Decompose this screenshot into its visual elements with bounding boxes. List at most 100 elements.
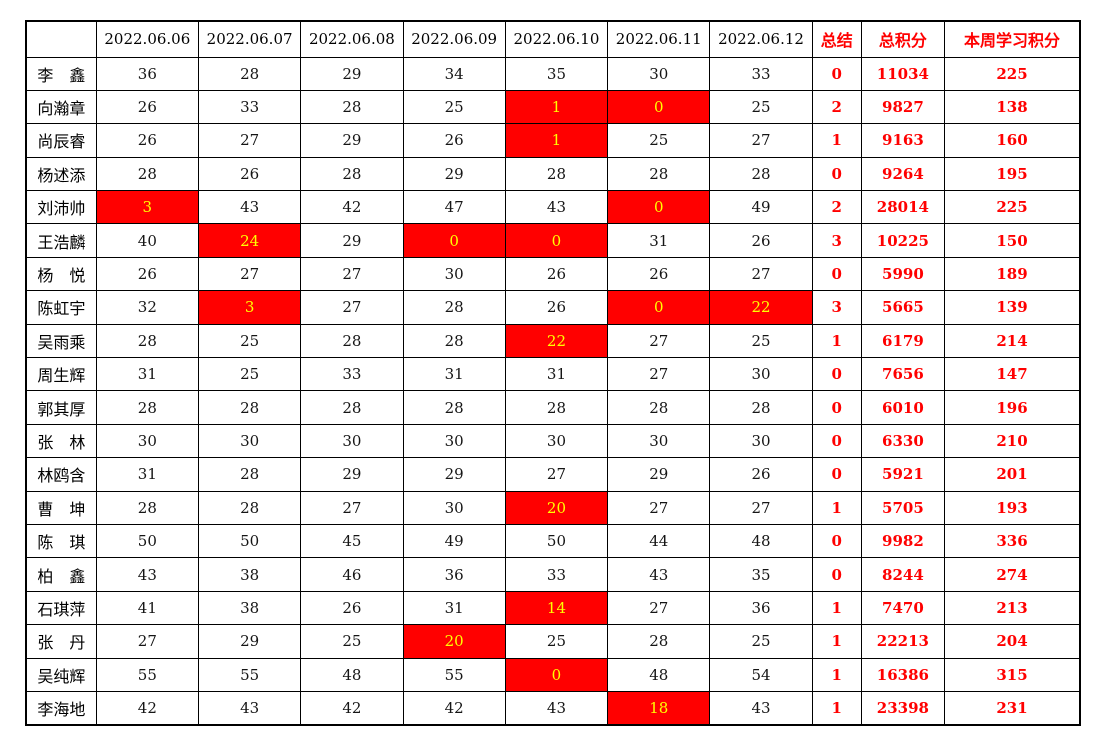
score-cell[interactable]: 54: [709, 657, 813, 692]
score-cell[interactable]: 28: [402, 290, 506, 325]
score-cell[interactable]: 27: [300, 290, 404, 325]
accent-column-header[interactable]: 本周学习积分: [944, 20, 1081, 58]
student-name-cell[interactable]: 刘沛帅: [25, 190, 97, 225]
score-cell[interactable]: 48: [709, 523, 813, 559]
score-cell[interactable]: 28: [607, 156, 711, 192]
total-points-cell[interactable]: 22213: [860, 624, 946, 659]
student-name-cell[interactable]: 曹 坤: [25, 490, 97, 525]
score-cell[interactable]: 28: [300, 323, 404, 359]
score-cell[interactable]: 33: [709, 56, 813, 91]
score-cell[interactable]: 30: [300, 423, 404, 459]
score-cell[interactable]: 28: [95, 323, 199, 359]
score-cell[interactable]: 27: [95, 624, 199, 659]
score-cell[interactable]: 49: [709, 190, 813, 225]
score-cell[interactable]: 27: [709, 123, 813, 158]
score-cell[interactable]: 28: [607, 390, 711, 425]
total-points-cell[interactable]: 7656: [860, 357, 946, 392]
week-points-cell[interactable]: 214: [944, 323, 1081, 359]
total-points-cell[interactable]: 28014: [860, 190, 946, 225]
score-cell[interactable]: 45: [300, 523, 404, 559]
score-cell[interactable]: 27: [197, 123, 302, 158]
score-cell[interactable]: 27: [300, 490, 404, 525]
score-cell[interactable]: 26: [95, 123, 199, 158]
score-cell[interactable]: 36: [709, 590, 813, 626]
highlighted-score-cell[interactable]: 20: [402, 624, 506, 659]
score-cell[interactable]: 49: [402, 523, 506, 559]
highlighted-score-cell[interactable]: 1: [504, 89, 609, 125]
score-cell[interactable]: 55: [95, 657, 199, 692]
score-cell[interactable]: 48: [300, 657, 404, 692]
score-cell[interactable]: 30: [402, 423, 506, 459]
week-points-cell[interactable]: 195: [944, 156, 1081, 192]
score-cell[interactable]: 27: [300, 256, 404, 292]
student-name-cell[interactable]: 李海地: [25, 690, 97, 726]
highlighted-score-cell[interactable]: 24: [197, 223, 302, 258]
summary-cell[interactable]: 0: [811, 423, 862, 459]
date-column-header[interactable]: 2022.06.07: [197, 20, 302, 58]
score-cell[interactable]: 28: [504, 156, 609, 192]
date-column-header[interactable]: 2022.06.08: [300, 20, 404, 58]
highlighted-score-cell[interactable]: 0: [607, 290, 711, 325]
score-cell[interactable]: 33: [197, 89, 302, 125]
score-cell[interactable]: 31: [402, 590, 506, 626]
total-points-cell[interactable]: 11034: [860, 56, 946, 91]
score-cell[interactable]: 25: [709, 624, 813, 659]
student-name-cell[interactable]: 张 丹: [25, 624, 97, 659]
score-cell[interactable]: 28: [300, 89, 404, 125]
total-points-cell[interactable]: 9827: [860, 89, 946, 125]
score-cell[interactable]: 43: [504, 690, 609, 726]
score-cell[interactable]: 34: [402, 56, 506, 91]
score-cell[interactable]: 55: [197, 657, 302, 692]
score-cell[interactable]: 38: [197, 590, 302, 626]
student-name-cell[interactable]: 陈虹宇: [25, 290, 97, 325]
score-cell[interactable]: 25: [300, 624, 404, 659]
week-points-cell[interactable]: 274: [944, 557, 1081, 592]
score-cell[interactable]: 30: [709, 423, 813, 459]
total-points-cell[interactable]: 6330: [860, 423, 946, 459]
highlighted-score-cell[interactable]: 1: [504, 123, 609, 158]
summary-cell[interactable]: 2: [811, 190, 862, 225]
score-cell[interactable]: 31: [504, 357, 609, 392]
score-cell[interactable]: 25: [402, 89, 506, 125]
score-cell[interactable]: 27: [607, 323, 711, 359]
date-column-header[interactable]: 2022.06.06: [95, 20, 199, 58]
highlighted-score-cell[interactable]: 22: [504, 323, 609, 359]
score-cell[interactable]: 26: [709, 457, 813, 492]
student-name-cell[interactable]: 石琪萍: [25, 590, 97, 626]
score-cell[interactable]: 26: [197, 156, 302, 192]
score-cell[interactable]: 28: [607, 624, 711, 659]
score-cell[interactable]: 43: [197, 690, 302, 726]
score-cell[interactable]: 28: [95, 156, 199, 192]
total-points-cell[interactable]: 23398: [860, 690, 946, 726]
score-cell[interactable]: 25: [197, 323, 302, 359]
score-cell[interactable]: 29: [300, 223, 404, 258]
score-cell[interactable]: 40: [95, 223, 199, 258]
score-cell[interactable]: 31: [95, 357, 199, 392]
week-points-cell[interactable]: 225: [944, 56, 1081, 91]
week-points-cell[interactable]: 150: [944, 223, 1081, 258]
highlighted-score-cell[interactable]: 3: [95, 190, 199, 225]
score-cell[interactable]: 47: [402, 190, 506, 225]
summary-cell[interactable]: 0: [811, 256, 862, 292]
week-points-cell[interactable]: 204: [944, 624, 1081, 659]
score-cell[interactable]: 43: [504, 190, 609, 225]
highlighted-score-cell[interactable]: 20: [504, 490, 609, 525]
summary-cell[interactable]: 0: [811, 357, 862, 392]
highlighted-score-cell[interactable]: 0: [402, 223, 506, 258]
score-cell[interactable]: 28: [300, 156, 404, 192]
score-cell[interactable]: 44: [607, 523, 711, 559]
week-points-cell[interactable]: 138: [944, 89, 1081, 125]
score-cell[interactable]: 43: [709, 690, 813, 726]
score-cell[interactable]: 29: [607, 457, 711, 492]
score-cell[interactable]: 28: [197, 56, 302, 91]
score-cell[interactable]: 28: [95, 490, 199, 525]
total-points-cell[interactable]: 9982: [860, 523, 946, 559]
score-cell[interactable]: 25: [607, 123, 711, 158]
score-cell[interactable]: 50: [197, 523, 302, 559]
summary-cell[interactable]: 0: [811, 457, 862, 492]
score-cell[interactable]: 26: [504, 290, 609, 325]
summary-cell[interactable]: 0: [811, 390, 862, 425]
total-points-cell[interactable]: 8244: [860, 557, 946, 592]
accent-column-header[interactable]: 总结: [811, 20, 862, 58]
date-column-header[interactable]: 2022.06.09: [402, 20, 506, 58]
